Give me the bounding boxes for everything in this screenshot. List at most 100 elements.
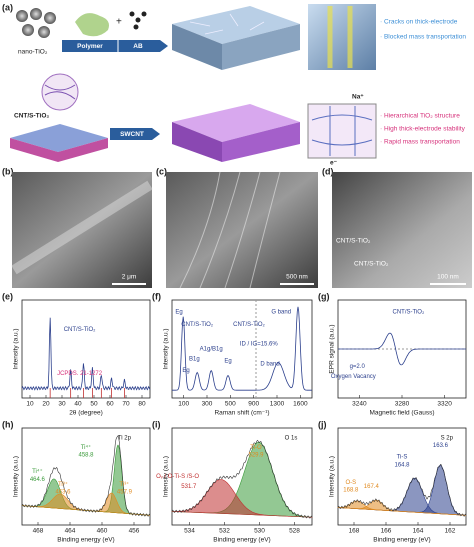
x-axis-label: Binding energy (eV): [373, 537, 430, 544]
annotation: Eg: [175, 309, 182, 315]
x-tick-label: 530: [254, 528, 265, 535]
process-arrow: [62, 40, 168, 52]
ab-icon: [129, 11, 147, 30]
x-tick-label: 3280: [395, 401, 410, 408]
panel-label: (c): [156, 166, 167, 176]
x-axis-label: Binding energy (eV): [57, 537, 114, 544]
note: · High thick-electrode stability: [380, 126, 466, 133]
x-tick-label: 60: [106, 401, 114, 408]
spectrum: [21, 317, 151, 391]
x-tick-label: 456: [129, 528, 140, 535]
y-axis-label: Intensity (a.u.): [163, 328, 170, 369]
fiber: [11, 180, 153, 275]
x-axis-label: Magnetic field (Gauss): [369, 410, 434, 417]
panel-label: (i): [152, 419, 161, 429]
micrographs: (b) 2 μm (c) 500 nm (d) CNT/S-TiO₂ CNT/S…: [2, 166, 472, 289]
plot-frame: [21, 427, 151, 526]
step-label: SWCNT: [120, 131, 144, 138]
annotation: 529.9: [248, 453, 264, 459]
plot-frame: [337, 427, 467, 526]
step-label: Polymer: [77, 43, 103, 50]
annotation: g=2.0: [350, 364, 366, 370]
annotation: CNT/S-TiO₂: [233, 322, 265, 328]
annotation: 458.8: [78, 453, 94, 459]
annotation: Oᵥ / O-Ti-S /S-O: [156, 474, 199, 480]
scale-label: 2 μm: [122, 274, 137, 281]
composite-top: [10, 124, 108, 152]
x-tick-label: 164: [413, 528, 424, 535]
annotation: 463.6: [55, 490, 71, 496]
annotation: JCPDS. 21-1272: [57, 371, 103, 377]
plus: +: [116, 17, 122, 28]
annotation: 163.6: [433, 443, 449, 449]
material-label: nano-TiO₂: [18, 49, 48, 56]
x-tick-label: 10: [26, 401, 34, 408]
panel-label: (h): [2, 419, 14, 429]
annotation: G band: [271, 309, 291, 315]
blocked-paths: [327, 6, 353, 68]
panel-label: (g): [318, 291, 330, 301]
note: · Hierarchical TiO₂ structure: [380, 113, 460, 120]
annotation: D band: [260, 361, 279, 367]
annotation: CNT/S-TiO₂: [181, 322, 213, 328]
panel-a: (a) nano-TiO₂ + Polymer AB · Cracks on t…: [2, 2, 466, 166]
plot-frame: [171, 299, 313, 399]
zoom-box: [307, 103, 377, 159]
x-tick-label: 80: [138, 401, 146, 408]
composite-side: [10, 138, 108, 162]
panel-label: (b): [2, 166, 14, 176]
scale-label: 100 nm: [437, 274, 459, 281]
x-tick-label: 464: [65, 528, 76, 535]
material-label: CNT/S-TiO₂: [14, 113, 49, 120]
network: [311, 106, 373, 156]
annotation: 531.7: [181, 484, 197, 490]
electrode-side: [172, 122, 222, 162]
y-axis-label: EPR signal (a.u.): [329, 324, 336, 373]
annotation: Ti³⁺: [58, 481, 68, 488]
x-tick-label: 534: [184, 528, 195, 535]
panel-label: (f): [152, 291, 161, 301]
note: · Blocked mass transportation: [380, 34, 466, 41]
annotation: O-S: [345, 480, 356, 486]
x-tick-label: 532: [219, 528, 230, 535]
annotation: S 2p: [441, 435, 454, 441]
nanotubes: [179, 171, 281, 289]
plot-frame: [171, 427, 313, 526]
nanoparticles: [16, 8, 56, 38]
annotation: CNT/S-TiO₂: [393, 309, 425, 315]
x-tick-label: 500: [225, 401, 236, 408]
x-tick-label: 50: [90, 401, 98, 408]
x-tick-label: 20: [42, 401, 50, 408]
annotation: Ti 2p: [118, 435, 132, 441]
electrode-side: [222, 122, 300, 162]
panel-label: (j): [318, 419, 327, 429]
spectrum: [171, 439, 313, 519]
ion-label: e⁻: [330, 160, 338, 167]
fit-component: [337, 499, 467, 516]
sem-image: [166, 172, 318, 288]
annotation: Ti⁴⁺: [81, 444, 92, 451]
process-arrow: [110, 128, 160, 140]
zoom-box: [308, 4, 376, 70]
annotation: CNT/S-TiO₂: [336, 238, 371, 245]
annotation: ID / IG=15.6%: [240, 342, 279, 348]
x-tick-label: 70: [122, 401, 130, 408]
y-axis-label: Intensity (a.u.): [329, 456, 336, 497]
annotation: 464.6: [30, 477, 46, 483]
x-tick-label: 30: [58, 401, 66, 408]
electrode-top: [172, 6, 300, 44]
annotation: A1g/B1g: [200, 347, 223, 353]
y-axis-label: Intensity (a.u.): [13, 328, 20, 369]
x-axis-label: 2θ (degree): [69, 410, 103, 417]
plot-frame: [21, 299, 151, 399]
x-axis-label: Raman shift (cm⁻¹): [214, 410, 269, 417]
x-tick-label: 162: [445, 528, 456, 535]
annotation: 164.8: [394, 462, 410, 468]
x-tick-label: 166: [381, 528, 392, 535]
x-tick-label: 1600: [293, 401, 308, 408]
spectrum: [337, 464, 467, 517]
annotation: Ti⁴⁺: [32, 468, 43, 475]
annotation: 168.8: [343, 488, 359, 494]
x-tick-label: 300: [202, 401, 213, 408]
